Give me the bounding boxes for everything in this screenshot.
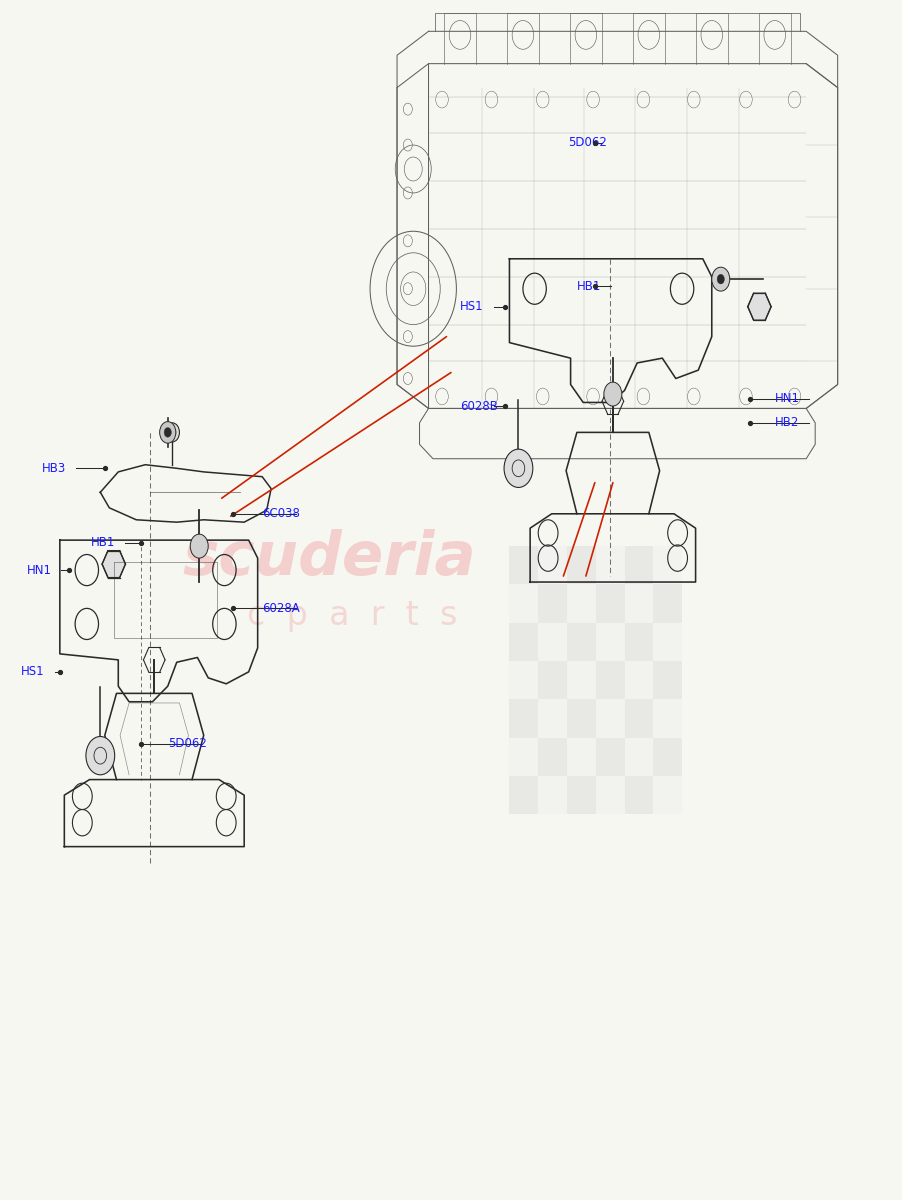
Bar [538,623,567,661]
Bar [596,700,624,738]
Bar [538,700,567,738]
Polygon shape [748,293,771,320]
Text: HB1: HB1 [91,536,115,550]
Text: scuderia: scuderia [183,528,476,588]
Bar [653,546,682,584]
Text: HS1: HS1 [21,665,45,678]
Bar [538,584,567,623]
Circle shape [160,421,176,443]
Bar [510,738,538,776]
Text: 5D062: 5D062 [568,136,607,149]
Text: HB3: HB3 [41,462,66,475]
Bar [596,776,624,815]
Bar [653,584,682,623]
Circle shape [86,737,115,775]
Bar [538,546,567,584]
Bar [653,623,682,661]
Bar [567,738,596,776]
Bar [567,546,596,584]
Bar [624,623,653,661]
Text: 5D062: 5D062 [168,737,207,750]
Bar [538,661,567,700]
Circle shape [603,382,621,406]
Bar [510,661,538,700]
Bar [596,738,624,776]
Bar [567,776,596,815]
Bar [567,661,596,700]
Bar [538,776,567,815]
Circle shape [169,427,176,437]
Bar [510,700,538,738]
Bar [653,661,682,700]
Bar [510,623,538,661]
Bar [596,584,624,623]
Circle shape [504,449,533,487]
Bar [567,623,596,661]
Bar [653,700,682,738]
Bar [596,661,624,700]
Text: HB2: HB2 [775,416,799,430]
Circle shape [164,427,171,437]
Circle shape [190,534,208,558]
Bar [596,623,624,661]
Bar [624,738,653,776]
Bar [653,738,682,776]
Text: 6028B: 6028B [460,400,498,413]
Bar [624,776,653,815]
Bar [538,738,567,776]
Bar [596,546,624,584]
Bar [567,584,596,623]
Bar [653,776,682,815]
Bar [624,700,653,738]
Bar [510,546,538,584]
Text: 6028A: 6028A [262,602,299,614]
Bar [624,661,653,700]
Bar [510,776,538,815]
Text: HB1: HB1 [577,280,602,293]
Bar [510,584,538,623]
Bar [567,700,596,738]
Text: HS1: HS1 [460,300,483,313]
Text: HN1: HN1 [26,564,51,576]
Circle shape [717,275,724,284]
Bar [624,584,653,623]
Polygon shape [102,551,125,577]
Circle shape [712,268,730,292]
Bar [624,546,653,584]
Text: 6C038: 6C038 [262,508,300,521]
Text: HN1: HN1 [775,392,800,406]
Circle shape [165,422,179,442]
Text: c  p  a  r  t  s: c p a r t s [247,599,457,632]
